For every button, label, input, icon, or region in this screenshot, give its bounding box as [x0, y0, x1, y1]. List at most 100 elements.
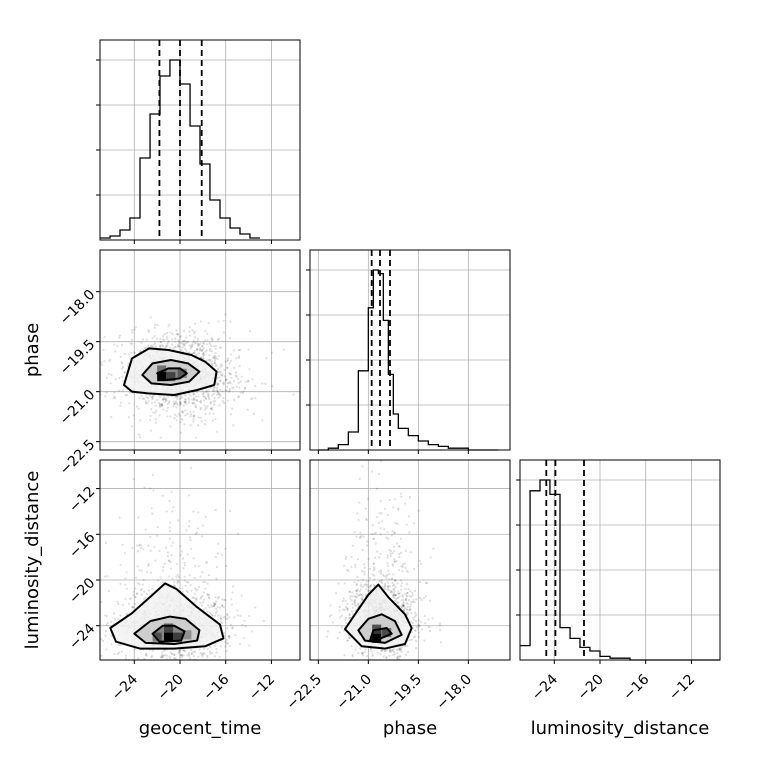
- sample-point: [347, 634, 350, 637]
- sample-point: [181, 410, 184, 414]
- sample-point: [367, 589, 370, 592]
- sample-point: [214, 508, 217, 512]
- sample-point: [404, 587, 407, 590]
- sample-point: [237, 395, 240, 398]
- sample-point: [350, 555, 353, 559]
- sample-point: [366, 497, 370, 501]
- sample-point: [237, 348, 241, 352]
- sample-point: [254, 397, 257, 400]
- sample-point: [149, 535, 152, 539]
- sample-point: [347, 617, 350, 620]
- sample-point: [215, 364, 218, 367]
- sample-point: [95, 637, 97, 639]
- sample-point: [206, 610, 209, 613]
- sample-point: [409, 590, 412, 593]
- sample-point: [179, 403, 182, 407]
- sample-point: [223, 401, 226, 404]
- sample-point: [429, 556, 432, 559]
- sample-point: [207, 321, 210, 324]
- sample-point: [189, 547, 193, 551]
- sample-point: [90, 367, 92, 369]
- sample-point: [365, 517, 368, 520]
- sample-point: [202, 399, 205, 402]
- sample-point: [92, 607, 94, 609]
- sample-point: [140, 394, 143, 398]
- sample-point: [230, 376, 233, 379]
- sample-point: [128, 402, 131, 405]
- sample-point: [386, 574, 389, 577]
- sample-point: [380, 580, 383, 583]
- sample-point: [104, 630, 108, 633]
- sample-point: [241, 623, 244, 627]
- sample-point: [417, 623, 420, 626]
- sample-point: [159, 403, 162, 406]
- sample-point: [194, 403, 197, 406]
- sample-point: [187, 392, 191, 395]
- sample-point: [188, 351, 191, 354]
- sample-point: [402, 608, 405, 612]
- x-axis-label: luminosity_distance: [531, 718, 710, 739]
- sample-point: [136, 657, 140, 660]
- sample-point: [152, 489, 155, 492]
- sample-point: [131, 547, 134, 550]
- sample-point: [180, 653, 183, 657]
- sample-point: [199, 597, 202, 600]
- sample-point: [203, 395, 206, 399]
- sample-point: [400, 588, 403, 591]
- y-tick-label: −21.0: [57, 387, 99, 429]
- sample-point: [395, 648, 399, 652]
- sample-point: [198, 400, 201, 403]
- sample-point: [135, 592, 138, 595]
- sample-point: [194, 597, 197, 600]
- sample-point: [408, 594, 411, 598]
- sample-point: [217, 614, 220, 617]
- sample-point: [179, 414, 182, 417]
- sample-point: [188, 326, 191, 329]
- sample-point: [124, 597, 127, 600]
- sample-point: [353, 595, 356, 598]
- sample-point: [384, 650, 387, 653]
- sample-point: [166, 338, 169, 341]
- sample-point: [251, 397, 254, 400]
- sample-point: [183, 579, 186, 582]
- sample-point: [363, 583, 366, 587]
- sample-point: [216, 597, 219, 600]
- sample-point: [191, 596, 194, 599]
- sample-point: [156, 398, 159, 402]
- sample-point: [165, 409, 168, 413]
- sample-point: [184, 584, 187, 588]
- sample-point: [198, 347, 202, 350]
- sample-point: [231, 626, 234, 629]
- sample-point: [229, 372, 232, 376]
- sample-point: [216, 384, 219, 387]
- sample-point: [183, 575, 186, 578]
- sample-point: [208, 354, 211, 357]
- sample-point: [159, 436, 162, 439]
- x-tick-label: −16: [620, 671, 652, 703]
- sample-point: [150, 407, 153, 411]
- sample-point: [151, 649, 155, 652]
- sample-point: [414, 613, 418, 616]
- sample-point: [386, 554, 389, 557]
- sample-point: [226, 614, 229, 617]
- sample-point: [119, 404, 122, 407]
- sample-point: [391, 577, 394, 580]
- sample-point: [186, 341, 190, 344]
- sample-point: [184, 400, 187, 404]
- sample-point: [176, 397, 179, 401]
- sample-point: [206, 593, 209, 596]
- sample-point: [215, 386, 219, 390]
- sample-point: [141, 583, 145, 586]
- sample-point: [419, 621, 422, 624]
- sample-point: [128, 668, 130, 670]
- sample-point: [229, 623, 233, 626]
- sample-point: [217, 396, 220, 399]
- sample-point: [177, 344, 180, 347]
- sample-point: [387, 537, 390, 540]
- sample-point: [162, 565, 165, 568]
- sample-point: [249, 397, 253, 401]
- sample-point: [124, 577, 127, 580]
- scatter-panel-geocent_time-vs-phase: [90, 249, 301, 454]
- sample-point: [193, 576, 196, 580]
